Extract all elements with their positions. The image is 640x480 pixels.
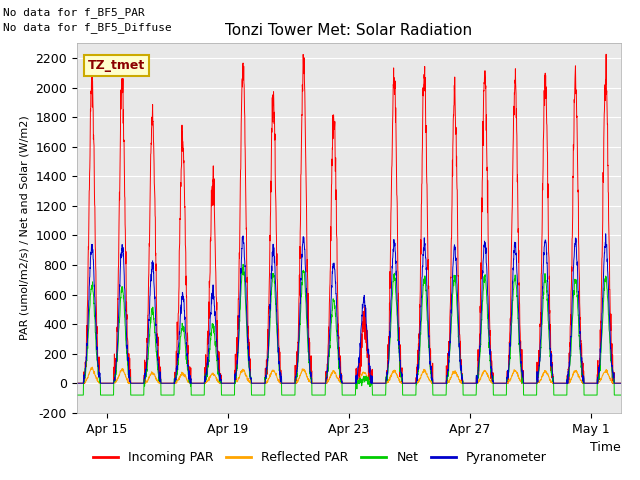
Title: Tonzi Tower Met: Solar Radiation: Tonzi Tower Met: Solar Radiation	[225, 23, 472, 38]
Y-axis label: PAR (umol/m2/s) / Net and Solar (W/m2): PAR (umol/m2/s) / Net and Solar (W/m2)	[20, 116, 29, 340]
Text: TZ_tmet: TZ_tmet	[88, 59, 145, 72]
Legend: Incoming PAR, Reflected PAR, Net, Pyranometer: Incoming PAR, Reflected PAR, Net, Pyrano…	[88, 446, 552, 469]
Text: No data for f_BF5_Diffuse: No data for f_BF5_Diffuse	[3, 22, 172, 33]
Text: No data for f_BF5_PAR: No data for f_BF5_PAR	[3, 7, 145, 18]
X-axis label: Time: Time	[590, 441, 621, 454]
